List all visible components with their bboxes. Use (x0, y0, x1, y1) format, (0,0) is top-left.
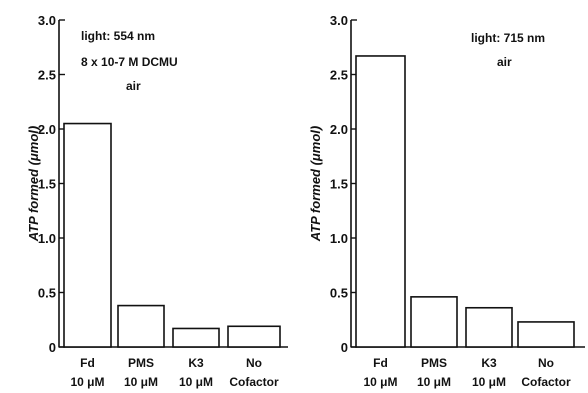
condition-annotation: air (126, 79, 141, 93)
category-sublabel: 10 μM (363, 375, 397, 389)
condition-annotation: 8 x 10-7 M DCMU (81, 55, 178, 69)
bar-no (227, 325, 281, 348)
category-label: PMS (421, 356, 447, 370)
y-tick-label: 0 (341, 340, 348, 355)
category-label: Fd (373, 356, 388, 370)
category-label: PMS (128, 356, 154, 370)
category-label: No (538, 356, 554, 370)
category-label: No (246, 356, 262, 370)
bar-k3 (172, 327, 220, 348)
y-axis-title: ATP formed (μmol) (308, 126, 323, 242)
bar-pms (410, 296, 458, 348)
y-tick-label: 1.0 (38, 231, 56, 246)
y-tick-label: 2.0 (330, 122, 348, 137)
category-label: Fd (80, 356, 95, 370)
chart-panel-left: 0 0.5 1.0 1.5 2.0 2.5 3.0 ATP formed (μmol) Fd 10… (26, 13, 288, 389)
bar-k3 (465, 306, 513, 348)
y-tick-label: 3.0 (38, 13, 56, 28)
condition-annotation: light: 715 nm (471, 31, 545, 45)
category-sublabel: 10 μM (472, 375, 506, 389)
category-label: K3 (481, 356, 497, 370)
y-tick-label: 1.0 (330, 231, 348, 246)
bar-no (517, 321, 575, 348)
y-tick-label: 1.5 (38, 177, 56, 192)
y-tick-label: 0.5 (38, 286, 56, 301)
chart-panel-right: 0 0.5 1.0 1.5 2.0 2.5 3.0 ATP formed (μmol) Fd 10… (308, 13, 585, 389)
y-axis-title: ATP formed (μmol) (26, 126, 41, 242)
y-tick-label: 1.5 (330, 177, 348, 192)
category-sublabel: Cofactor (229, 375, 279, 389)
y-tick-label: 2.5 (38, 68, 56, 83)
y-tick-label: 0.5 (330, 286, 348, 301)
y-tick-label: 2.0 (38, 122, 56, 137)
condition-annotation: light: 554 nm (81, 29, 155, 43)
y-tick-label: 0 (49, 340, 56, 355)
category-sublabel: 10 μM (417, 375, 451, 389)
bar-fd (63, 122, 112, 348)
y-tick-label: 2.5 (330, 68, 348, 83)
bar-pms (117, 304, 165, 348)
condition-annotation: air (497, 55, 512, 69)
bar-fd (355, 55, 406, 348)
category-sublabel: 10 μM (124, 375, 158, 389)
category-label: K3 (188, 356, 204, 370)
category-sublabel: 10 μM (70, 375, 104, 389)
category-sublabel: Cofactor (521, 375, 571, 389)
y-tick-label: 3.0 (330, 13, 348, 28)
category-sublabel: 10 μM (179, 375, 213, 389)
